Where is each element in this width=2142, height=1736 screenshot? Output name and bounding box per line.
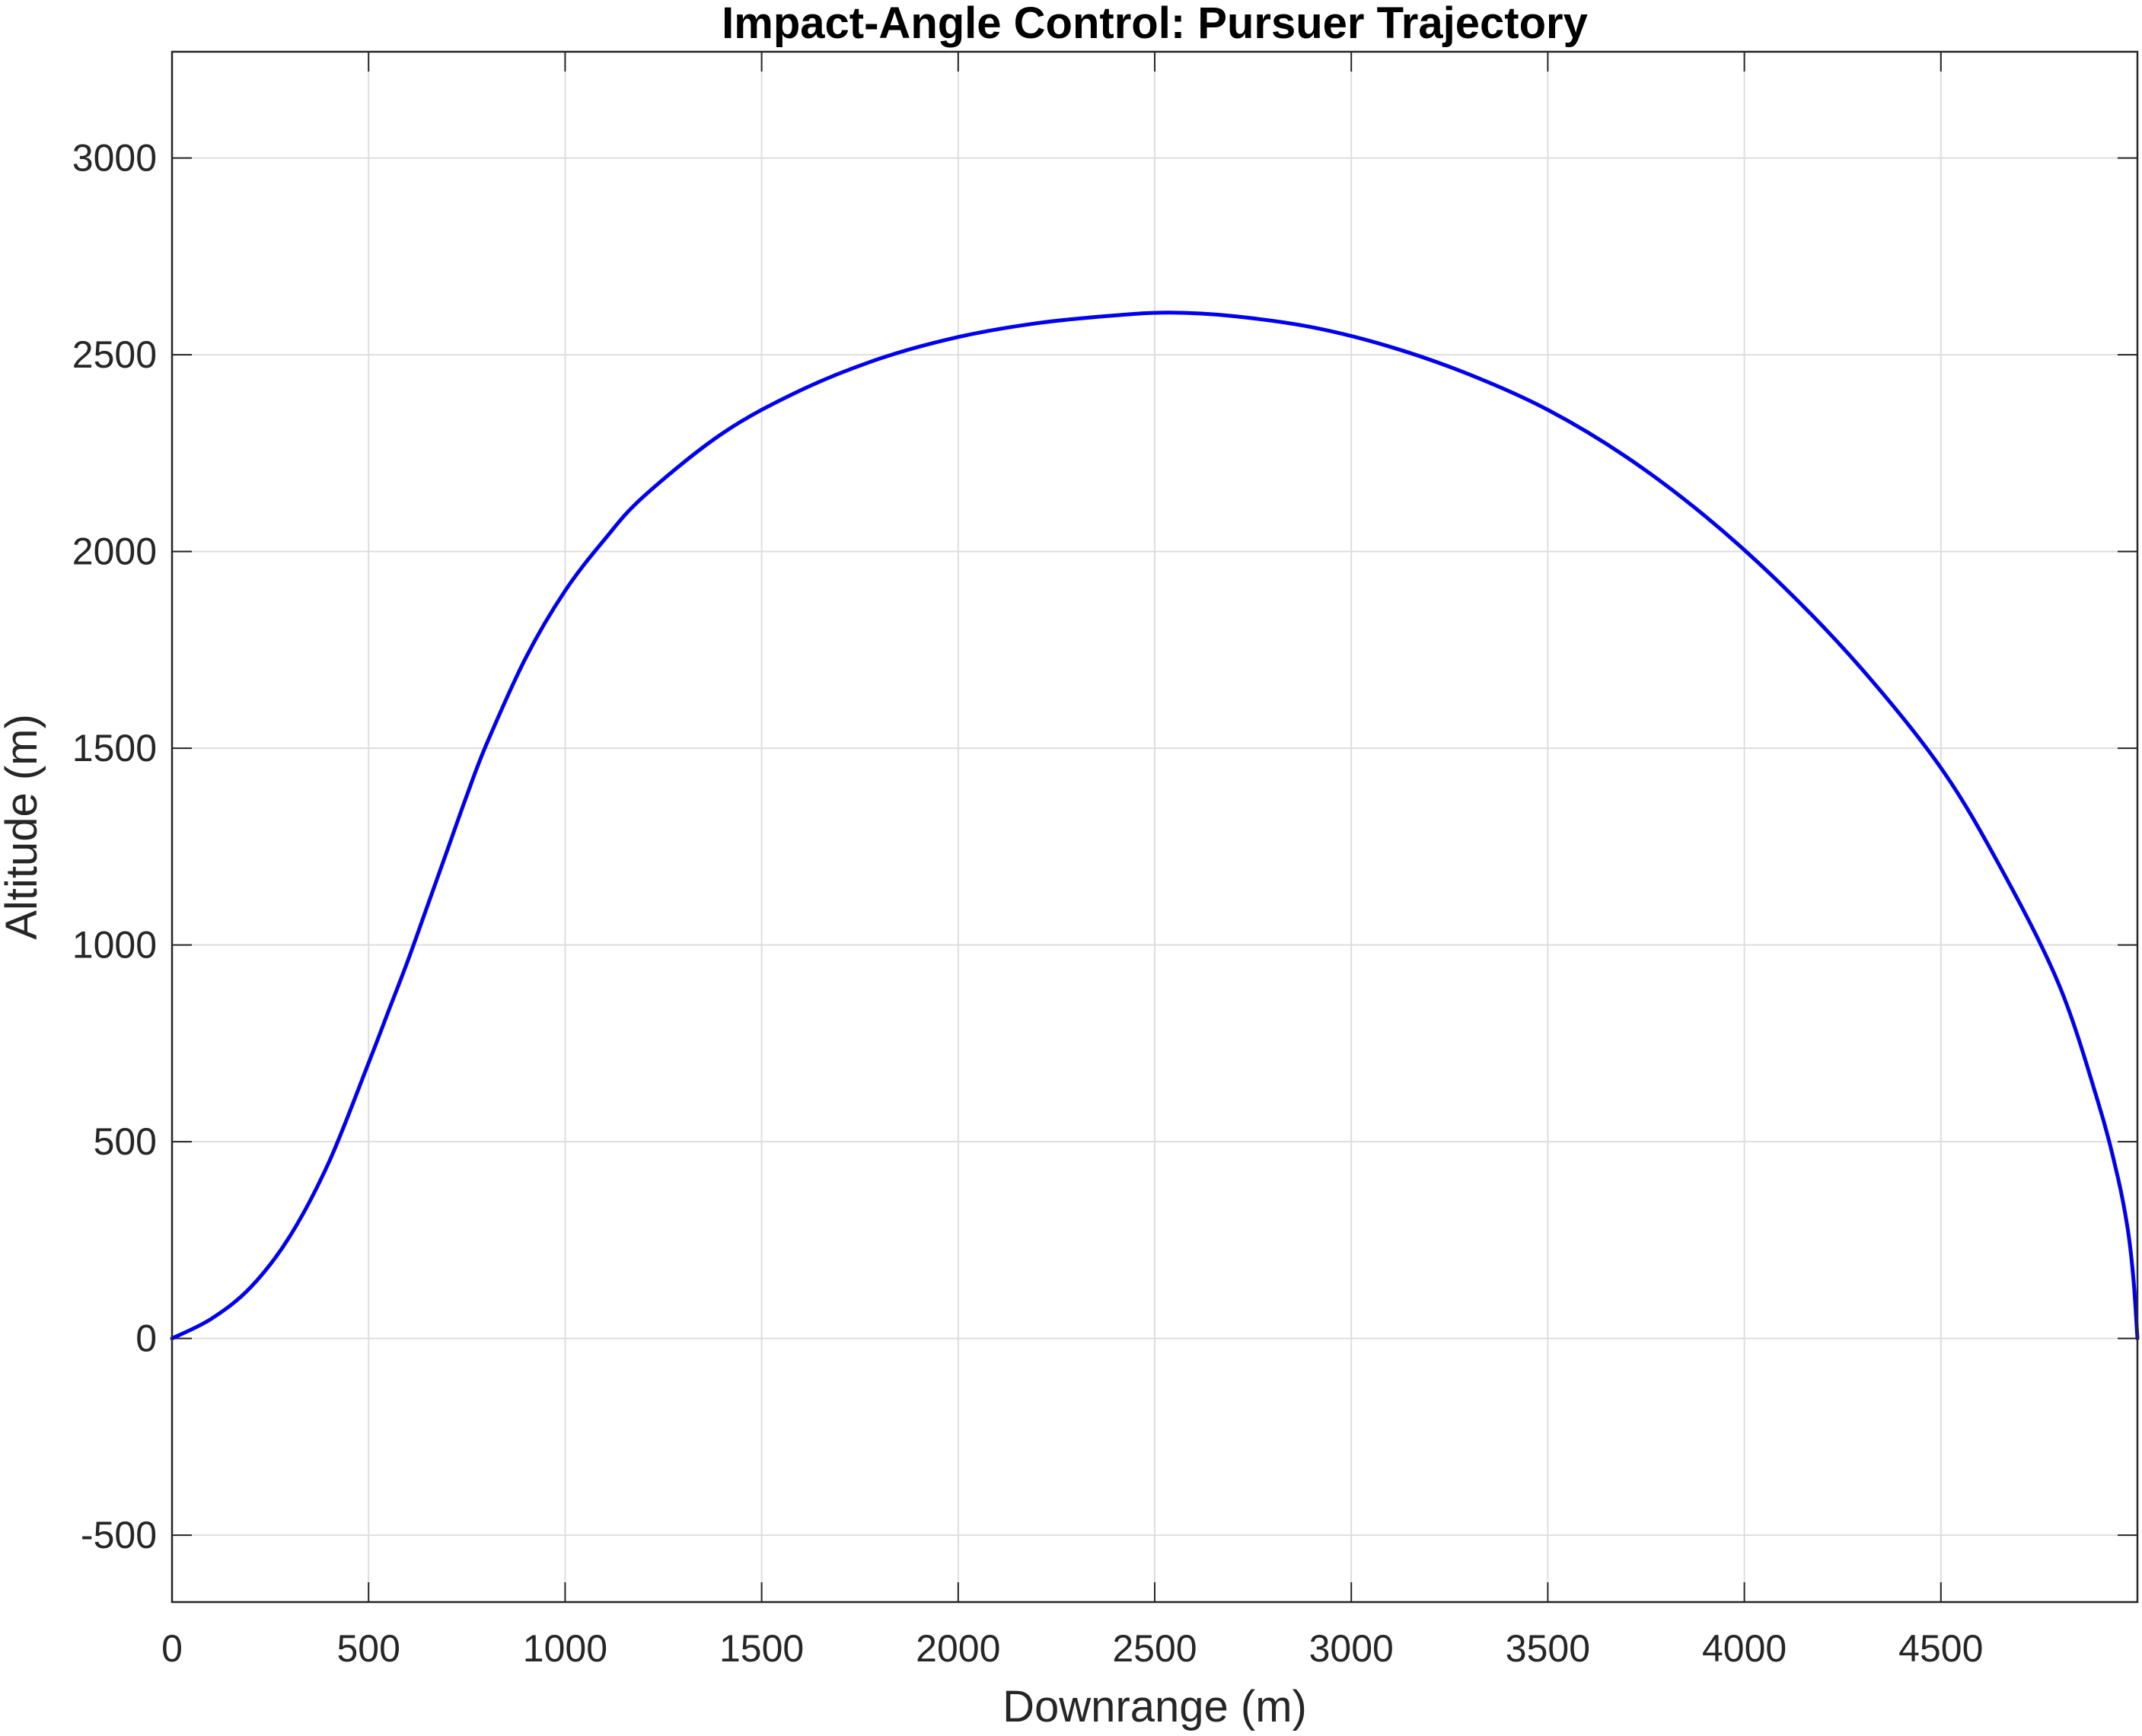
y-tick-label: 2500 (72, 333, 157, 376)
series-line (170, 311, 2140, 1341)
x-tick-label: 1500 (719, 1627, 804, 1670)
chart-title: Impact-Angle Control: Pursuer Trajectory (722, 0, 1588, 48)
x-tick-label: 500 (336, 1627, 400, 1670)
x-axis-label: Downrange (m) (1002, 1682, 1307, 1731)
x-tick-labels: 0 500 1000 1500 2000 2500 3000 3500 4000 4500 (161, 1627, 1983, 1670)
x-tick-label: 3000 (1309, 1627, 1394, 1670)
x-tick-label: 2000 (916, 1627, 1000, 1670)
x-tick-label: 0 (161, 1627, 183, 1670)
y-tick-labels: -500 0 500 1000 1500 2000 2500 3000 (72, 137, 157, 1557)
y-tick-label: 2000 (72, 530, 157, 573)
y-tick-label: 1500 (72, 727, 157, 769)
x-tick-label: 2500 (1112, 1627, 1197, 1670)
axes-box (171, 50, 2139, 1604)
grid-lines (171, 52, 2137, 1602)
y-tick-label: -500 (81, 1514, 157, 1556)
tick-marks (171, 52, 2137, 1602)
y-tick-label: 3000 (72, 137, 157, 180)
y-tick-label: 0 (135, 1317, 157, 1360)
series-layer (170, 311, 2140, 1341)
y-tick-label: 1000 (72, 924, 157, 967)
x-tick-label: 4500 (1898, 1627, 1983, 1670)
x-tick-label: 3500 (1506, 1627, 1590, 1670)
x-tick-label: 4000 (1702, 1627, 1787, 1670)
y-axis-label: Altitude (m) (0, 714, 46, 940)
y-tick-label: 500 (94, 1120, 157, 1163)
x-tick-label: 1000 (523, 1627, 607, 1670)
